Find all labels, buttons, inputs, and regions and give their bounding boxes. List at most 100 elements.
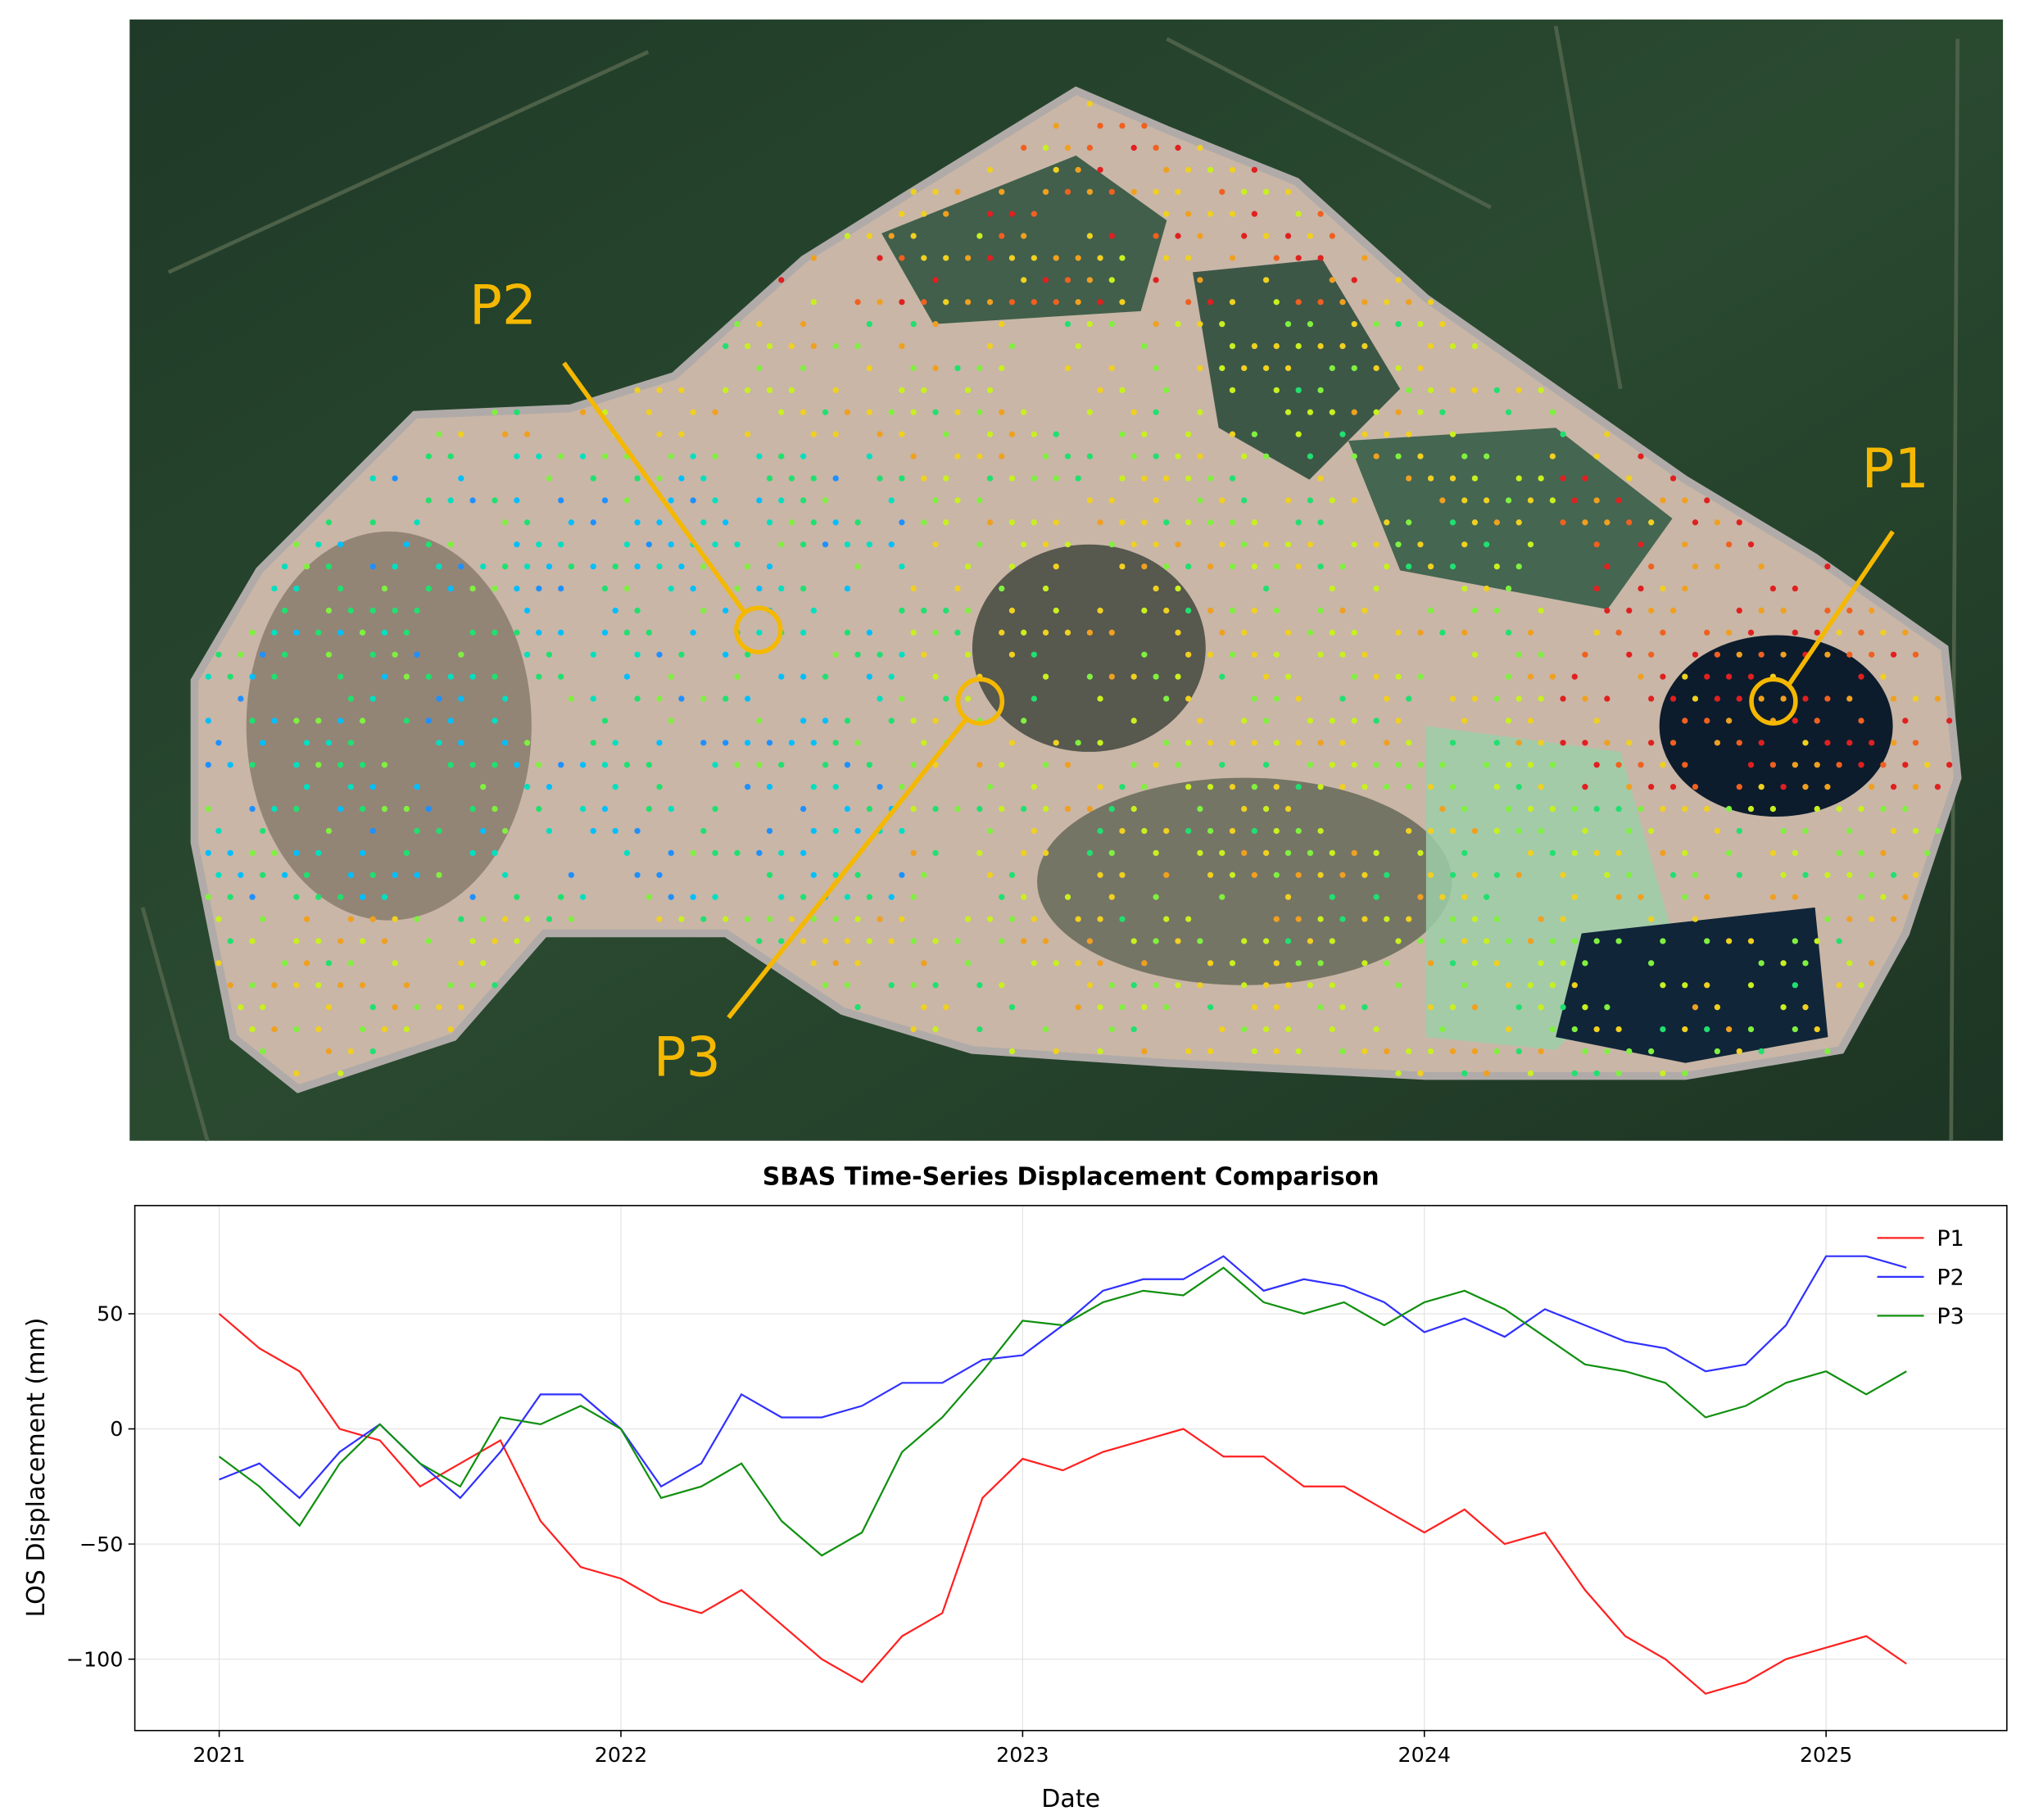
insar-point — [1197, 938, 1203, 944]
insar-point — [1373, 453, 1379, 460]
insar-point — [854, 740, 861, 746]
insar-point — [1527, 805, 1534, 813]
insar-point — [1493, 519, 1500, 526]
insar-point — [1505, 805, 1512, 813]
insar-point — [1175, 938, 1181, 944]
insar-point — [734, 762, 741, 768]
insar-point — [1197, 277, 1203, 283]
insar-point — [338, 629, 344, 636]
insar-point — [315, 1025, 322, 1033]
insar-point — [1461, 894, 1468, 900]
insar-point — [1858, 894, 1864, 900]
insar-point — [492, 673, 498, 680]
insar-point — [899, 916, 905, 922]
insar-point — [1515, 651, 1522, 658]
insar-point — [1471, 695, 1479, 702]
insar-point — [1638, 541, 1644, 548]
insar-point — [1582, 475, 1588, 482]
insar-point — [1505, 982, 1512, 989]
insar-point — [899, 695, 905, 702]
insar-point — [1284, 188, 1292, 195]
insar-point — [347, 872, 354, 878]
insar-point — [347, 607, 354, 614]
insar-point — [1560, 695, 1566, 702]
legend-label: P1 — [1937, 1226, 1964, 1252]
insar-point — [712, 497, 718, 504]
insar-point — [1197, 144, 1203, 152]
insar-point — [1086, 453, 1094, 460]
insar-point — [1395, 541, 1402, 548]
insar-point — [1021, 894, 1027, 900]
insar-point — [458, 563, 464, 570]
insar-point — [1692, 651, 1699, 658]
insar-point — [1295, 872, 1302, 878]
insar-point — [1097, 387, 1103, 394]
insar-point — [514, 453, 520, 460]
insar-point — [756, 849, 763, 857]
insar-point — [293, 849, 300, 857]
insar-point — [1197, 321, 1203, 328]
insar-point — [1119, 827, 1126, 835]
insar-point — [492, 805, 498, 813]
insar-point — [1515, 784, 1522, 790]
insar-point — [1273, 255, 1280, 261]
insar-point — [1119, 431, 1126, 437]
insar-point — [800, 805, 807, 813]
insar-point — [1053, 431, 1059, 437]
insar-point — [1461, 453, 1468, 460]
insar-point — [436, 872, 442, 878]
insar-point — [1042, 938, 1049, 944]
insar-point — [1714, 1048, 1721, 1055]
insar-point — [1924, 849, 1931, 857]
insar-point — [558, 453, 564, 460]
insar-point — [1427, 607, 1434, 614]
insar-point — [1682, 849, 1688, 857]
terrain — [246, 531, 532, 921]
insar-point — [943, 475, 949, 482]
insar-point — [986, 916, 994, 922]
insar-point — [999, 188, 1005, 195]
insar-point — [1108, 894, 1115, 900]
insar-point — [338, 762, 344, 768]
insar-point — [668, 805, 674, 813]
insar-point — [1395, 718, 1402, 724]
insar-point — [1197, 497, 1203, 504]
insar-point — [1439, 321, 1446, 328]
insar-point — [1361, 255, 1368, 261]
insar-point — [1615, 497, 1622, 504]
insar-point — [1461, 982, 1468, 989]
p2-marker — [734, 605, 783, 654]
insar-point — [899, 784, 905, 790]
insar-point — [1758, 740, 1765, 746]
insar-point — [1339, 651, 1346, 658]
insar-point — [678, 916, 685, 922]
insar-point — [877, 695, 883, 702]
insar-point — [514, 762, 520, 768]
insar-point — [1351, 497, 1357, 504]
insar-point — [1021, 541, 1027, 548]
insar-point — [403, 982, 410, 989]
insar-point — [1836, 849, 1842, 857]
insar-point — [1846, 695, 1853, 702]
insar-point — [788, 387, 795, 394]
leader-line — [562, 361, 746, 613]
insar-point — [1648, 1048, 1655, 1055]
insar-point — [425, 541, 432, 548]
insar-point — [1307, 938, 1314, 944]
insar-point — [469, 762, 476, 768]
insar-point — [1571, 1070, 1578, 1077]
insar-point — [1097, 166, 1103, 173]
insar-point — [590, 695, 596, 702]
insar-point — [1317, 827, 1324, 835]
insar-point — [1153, 762, 1159, 768]
insar-point — [1219, 321, 1225, 328]
insar-point — [1229, 255, 1236, 261]
insar-point — [492, 409, 498, 415]
insar-point — [854, 916, 861, 922]
insar-point — [1064, 364, 1071, 372]
insar-point — [1351, 673, 1357, 680]
y-tick-label: −50 — [79, 1532, 123, 1556]
insar-point — [844, 982, 851, 989]
insar-point — [1031, 431, 1037, 437]
insar-point — [1714, 827, 1721, 835]
